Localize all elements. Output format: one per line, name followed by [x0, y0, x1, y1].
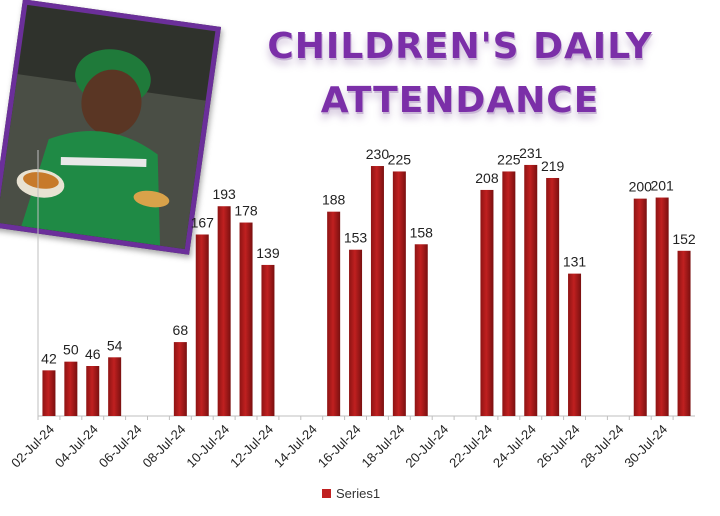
- bar-08-Jul-24: [173, 342, 187, 416]
- x-tick-label-22-Jul-24: 22-Jul-24: [446, 422, 495, 471]
- bar-17-Jul-24: [370, 166, 384, 416]
- x-tick-label-28-Jul-24: 28-Jul-24: [578, 422, 627, 471]
- bar-30-Jul-24: [655, 197, 669, 416]
- data-label-29-Jul-24: 200: [629, 179, 653, 195]
- data-label-15-Jul-24: 188: [322, 192, 346, 208]
- data-label-02-Jul-24: 42: [41, 350, 57, 366]
- x-tick-label-04-Jul-24: 04-Jul-24: [52, 422, 101, 471]
- bar-26-Jul-24: [568, 273, 582, 416]
- data-label-30-Jul-24: 201: [650, 178, 674, 194]
- legend: Series1: [322, 486, 380, 501]
- bar-16-Jul-24: [349, 249, 363, 416]
- data-label-25-Jul-24: 219: [541, 158, 565, 174]
- x-tick-label-14-Jul-24: 14-Jul-24: [271, 422, 320, 471]
- data-label-24-Jul-24: 231: [519, 145, 543, 161]
- x-tick-label-16-Jul-24: 16-Jul-24: [315, 422, 364, 471]
- chart-title-line1: CHILDREN'S DAILY: [267, 26, 653, 67]
- legend-label: Series1: [336, 486, 381, 501]
- photo-child-eating: [0, 0, 222, 255]
- data-label-03-Jul-24: 50: [63, 342, 79, 358]
- data-label-05-Jul-24: 54: [107, 337, 123, 353]
- x-tick-label-02-Jul-24: 02-Jul-24: [8, 422, 57, 471]
- bar-04-Jul-24: [86, 366, 100, 416]
- bar-25-Jul-24: [546, 177, 560, 416]
- data-label-23-Jul-24: 225: [497, 151, 521, 167]
- x-tick-label-08-Jul-24: 08-Jul-24: [140, 422, 189, 471]
- data-label-10-Jul-24: 193: [212, 186, 236, 202]
- data-label-26-Jul-24: 131: [563, 254, 587, 270]
- bar-12-Jul-24: [261, 264, 275, 416]
- legend-swatch: [322, 489, 331, 498]
- x-tick-label-18-Jul-24: 18-Jul-24: [359, 422, 408, 471]
- bar-10-Jul-24: [217, 206, 231, 416]
- x-tick-label-24-Jul-24: 24-Jul-24: [490, 422, 539, 471]
- bar-22-Jul-24: [480, 189, 494, 416]
- x-tick-label-12-Jul-24: 12-Jul-24: [227, 422, 276, 471]
- bar-03-Jul-24: [64, 361, 78, 416]
- bar-24-Jul-24: [524, 164, 538, 416]
- x-tick-label-26-Jul-24: 26-Jul-24: [534, 422, 583, 471]
- data-label-31-Jul-24: 152: [672, 231, 696, 247]
- data-label-12-Jul-24: 139: [256, 245, 280, 261]
- data-label-11-Jul-24: 178: [234, 203, 258, 219]
- photo-illustration: [0, 4, 216, 250]
- data-label-22-Jul-24: 208: [475, 170, 499, 186]
- x-tick-label-06-Jul-24: 06-Jul-24: [96, 422, 145, 471]
- bar-05-Jul-24: [108, 357, 122, 416]
- x-tick-label-30-Jul-24: 30-Jul-24: [621, 422, 670, 471]
- data-label-08-Jul-24: 68: [173, 322, 189, 338]
- data-label-18-Jul-24: 225: [388, 151, 412, 167]
- bar-23-Jul-24: [502, 171, 516, 416]
- bar-15-Jul-24: [327, 211, 341, 416]
- data-label-19-Jul-24: 158: [410, 224, 434, 240]
- bar-19-Jul-24: [414, 244, 428, 416]
- bar-31-Jul-24: [677, 250, 691, 416]
- bar-29-Jul-24: [633, 198, 647, 416]
- bar-09-Jul-24: [195, 234, 209, 416]
- bar-02-Jul-24: [42, 370, 56, 416]
- x-tick-label-10-Jul-24: 10-Jul-24: [183, 422, 232, 471]
- data-label-04-Jul-24: 46: [85, 346, 101, 362]
- data-label-09-Jul-24: 167: [191, 214, 215, 230]
- bar-18-Jul-24: [392, 171, 406, 416]
- data-label-16-Jul-24: 153: [344, 230, 368, 246]
- data-label-17-Jul-24: 230: [366, 146, 390, 162]
- bar-11-Jul-24: [239, 222, 253, 416]
- chart-title-line2: ATTENDANCE: [320, 80, 600, 121]
- x-tick-label-20-Jul-24: 20-Jul-24: [402, 422, 451, 471]
